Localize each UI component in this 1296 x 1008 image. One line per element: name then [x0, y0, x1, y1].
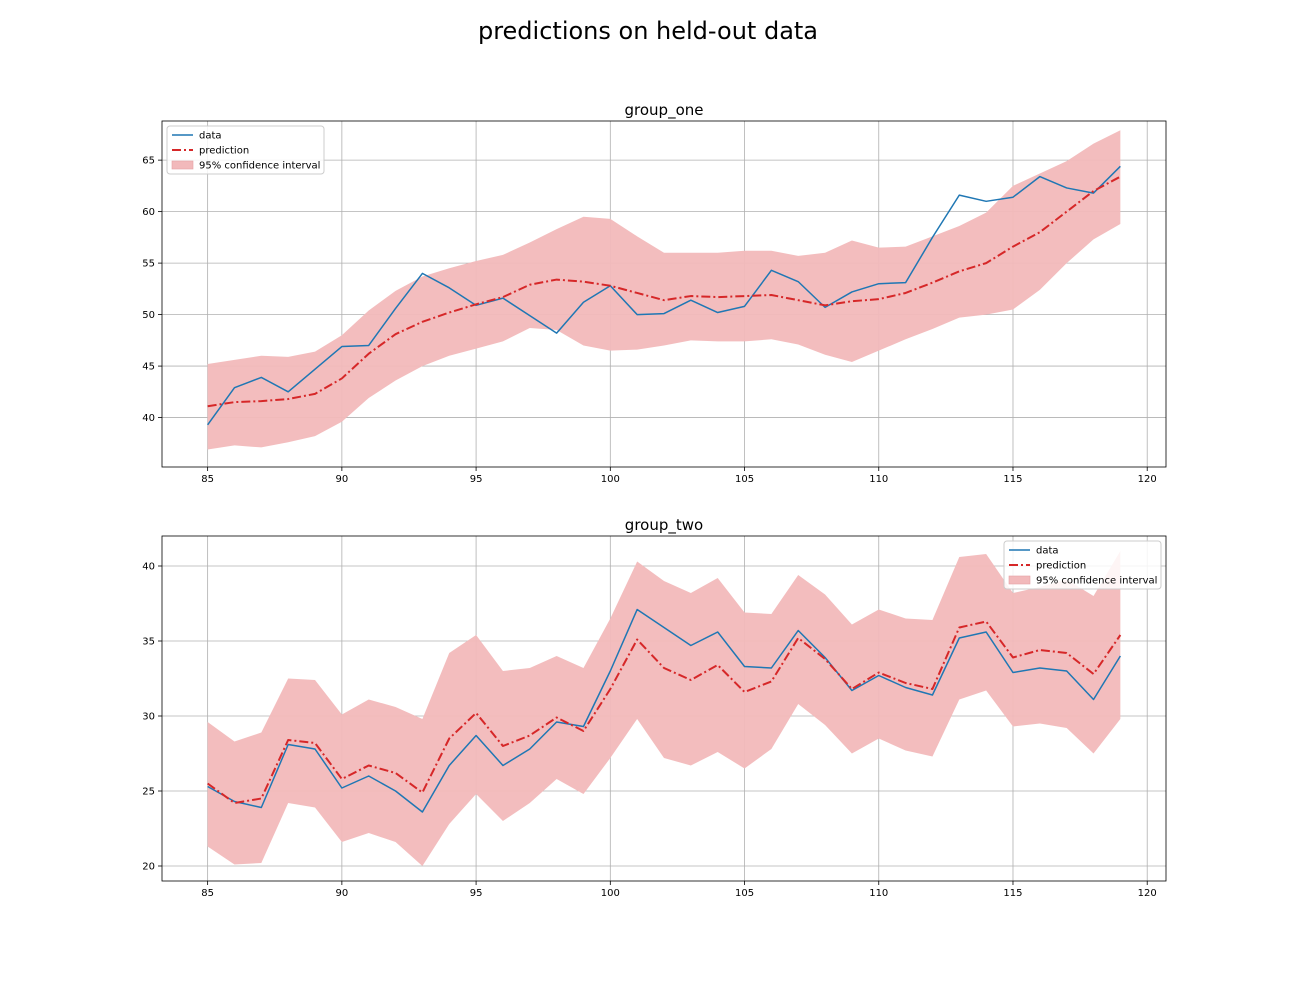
legend-label: 95% confidence interval [1036, 576, 1157, 587]
legend-label: prediction [1036, 561, 1086, 572]
x-tick-label: 115 [1003, 888, 1022, 899]
legend: data prediction 95% confidence interval [1003, 540, 1162, 590]
legend-box [166, 125, 325, 175]
figure-title: predictions on held-out data [478, 17, 818, 45]
x-tick-label: 115 [1003, 474, 1022, 485]
y-tick-label: 65 [142, 156, 155, 167]
y-tick-label: 45 [142, 362, 155, 373]
plot-frame [161, 535, 1167, 882]
y-tick-label: 20 [142, 862, 155, 873]
legend-label: data [199, 131, 222, 142]
prediction-line [207, 620, 1122, 804]
y-tick-label: 35 [142, 637, 155, 648]
y-tick-label: 60 [142, 207, 155, 218]
plot-title: group_two [625, 516, 703, 535]
legend-label: 95% confidence interval [199, 161, 320, 172]
y-tick-label: 40 [142, 413, 155, 424]
y-tick-label: 30 [142, 712, 155, 723]
y-tick-label: 50 [142, 310, 155, 321]
plot-group-one: 85 90 95 100 105 110 115 120 40 45 50 55 60 65 group_… [142, 101, 1167, 485]
y-tick-label: 25 [142, 787, 155, 798]
confidence-band [207, 130, 1121, 450]
data-line [207, 608, 1121, 813]
legend-box [1003, 540, 1162, 590]
legend-label: prediction [199, 146, 249, 157]
legend: data prediction 95% confidence interval [166, 125, 325, 175]
plot-title: group_one [625, 101, 704, 120]
x-tick-label: 120 [1138, 474, 1157, 485]
x-tick-label: 110 [869, 474, 888, 485]
x-tick-label: 95 [470, 474, 483, 485]
x-tick-label: 90 [335, 474, 348, 485]
x-tick-label: 105 [735, 888, 754, 899]
legend-label: data [1036, 546, 1059, 557]
y-tick-label: 40 [142, 562, 155, 573]
x-tick-label: 110 [869, 888, 888, 899]
x-tick-label: 100 [601, 888, 620, 899]
data-line [207, 165, 1121, 426]
y-tick-label: 55 [142, 259, 155, 270]
x-tick-label: 95 [470, 888, 483, 899]
x-tick-label: 90 [335, 888, 348, 899]
x-tick-label: 105 [735, 474, 754, 485]
x-tick-label: 85 [201, 888, 214, 899]
plot-frame [161, 120, 1167, 468]
legend-swatch-interval [1008, 575, 1031, 585]
plot-group-two: 85 90 95 100 105 110 115 120 20 25 30 35 40 group_tw… [142, 516, 1167, 899]
prediction-line [207, 175, 1121, 408]
legend-swatch-interval [171, 160, 194, 170]
x-tick-label: 100 [601, 474, 620, 485]
x-tick-label: 120 [1138, 888, 1157, 899]
x-tick-label: 85 [201, 474, 214, 485]
